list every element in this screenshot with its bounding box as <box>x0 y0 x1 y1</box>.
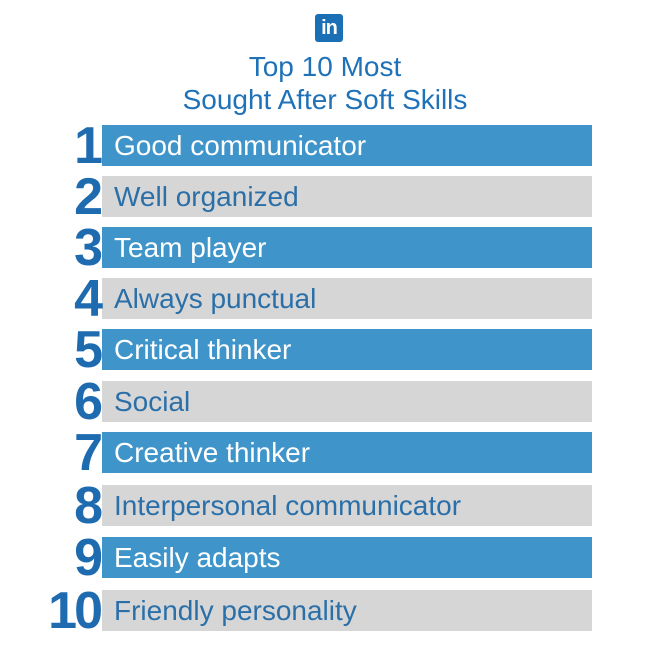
skill-label: Critical thinker <box>114 334 292 365</box>
rank-number: 4 <box>74 270 103 328</box>
rank-number: 6 <box>74 373 103 431</box>
row-bar <box>102 537 592 578</box>
rank-number: 9 <box>74 529 103 587</box>
rank-number: 2 <box>74 168 103 226</box>
skill-label: Well organized <box>114 181 299 212</box>
skill-label: Creative thinker <box>114 437 311 468</box>
row-bar <box>102 590 592 631</box>
rank-number: 5 <box>74 321 103 379</box>
skill-label: Always punctual <box>114 283 317 314</box>
skill-row: 5 Critical thinker <box>0 322 650 378</box>
rank-number: 7 <box>74 424 103 482</box>
linkedin-logo: in <box>315 14 343 42</box>
skill-row: 8 Interpersonal communicator <box>0 478 650 534</box>
row-bar <box>102 485 592 526</box>
row-bar <box>102 278 592 319</box>
skill-label: Friendly personality <box>114 595 357 626</box>
rank-number: 1 <box>74 117 103 175</box>
skill-row: 9 Easily adapts <box>0 530 650 586</box>
skill-label: Interpersonal communicator <box>114 490 462 521</box>
skill-label: Team player <box>114 232 267 263</box>
skill-row: 3 Team player <box>0 220 650 276</box>
skill-row: 7 Creative thinker <box>0 425 650 481</box>
skill-row: 4 Always punctual <box>0 271 650 327</box>
skill-label: Good communicator <box>114 130 367 161</box>
rank-number: 3 <box>74 219 103 277</box>
row-bar <box>102 125 592 166</box>
skill-row: 6 Social <box>0 374 650 430</box>
row-bar <box>102 176 592 217</box>
row-bar <box>102 227 592 268</box>
skill-label: Easily adapts <box>114 542 281 573</box>
skill-row: 10 Friendly personality <box>0 583 650 639</box>
skill-row: 2 Well organized <box>0 169 650 225</box>
skill-row: 1 Good communicator <box>0 118 650 174</box>
title-line: Top 10 Most <box>248 51 402 82</box>
skill-label: Social <box>114 386 191 417</box>
title-line: Sought After Soft Skills <box>182 84 468 115</box>
row-bar <box>102 329 592 370</box>
row-bar <box>102 381 592 422</box>
rank-number: 10 <box>48 582 103 640</box>
rank-number: 8 <box>74 477 103 535</box>
row-bar <box>102 432 592 473</box>
